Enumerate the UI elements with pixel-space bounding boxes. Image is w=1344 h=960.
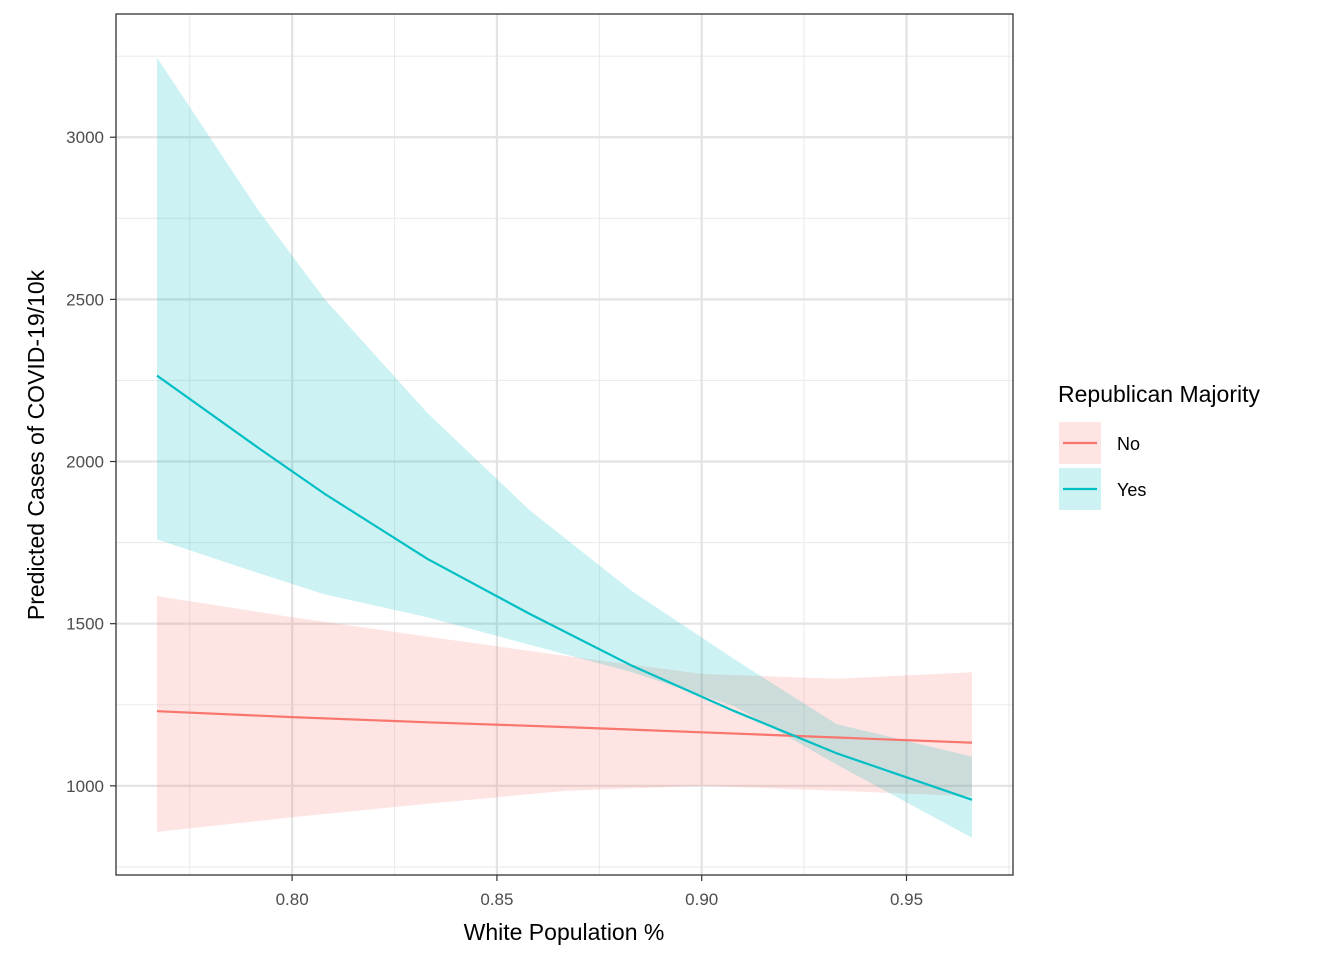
legend-title: Republican Majority [1058,381,1260,407]
y-tick-label: 1000 [66,777,104,796]
y-axis: 1000 1500 2000 2500 3000 [66,128,116,796]
y-tick-label: 2000 [66,453,104,472]
confidence-ribbons [157,57,972,838]
legend-label-no: No [1117,434,1140,454]
grid-minor [116,14,1013,875]
x-axis-title: White Population % [464,919,665,945]
y-tick-label: 1500 [66,615,104,634]
legend: Republican Majority No Yes [1058,381,1260,510]
y-tick-label: 2500 [66,290,104,309]
x-tick-label: 0.90 [685,890,718,909]
grid-major [116,14,1013,875]
x-tick-label: 0.80 [276,890,309,909]
legend-label-yes: Yes [1117,480,1146,500]
plot-border [115,13,1014,876]
x-tick-label: 0.95 [890,890,923,909]
line-no [156,710,973,744]
y-tick-label: 3000 [66,128,104,147]
series-lines [156,374,973,801]
line-yes [156,374,973,801]
plot-background [116,14,1013,875]
y-axis-title: Predicted Cases of COVID-19/10k [23,269,49,620]
x-axis: 0.80 0.85 0.90 0.95 [276,875,923,909]
ribbon-no [157,596,972,832]
x-tick-label: 0.85 [480,890,513,909]
ribbon-yes [157,57,972,838]
